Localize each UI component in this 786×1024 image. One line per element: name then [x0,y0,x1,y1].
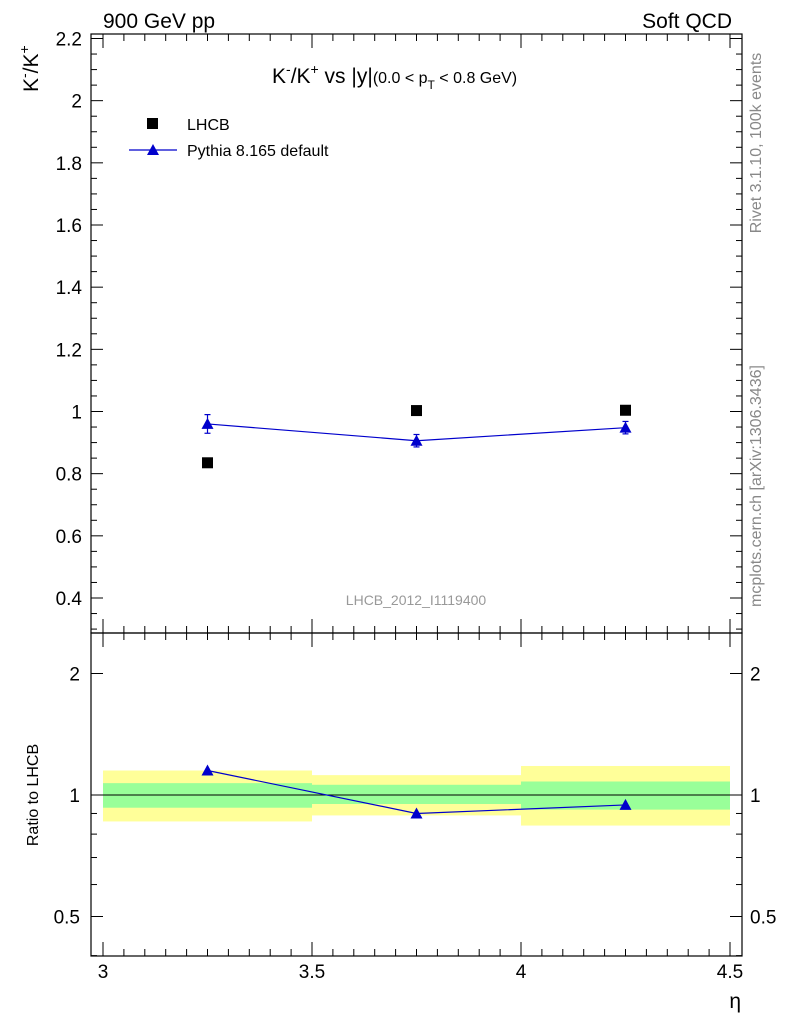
xtick-label: 3.5 [299,962,325,983]
legend-pythia-marker [147,144,159,155]
upper-ytick-label: 2 [71,92,82,113]
legend-lhcb-label: LHCB [187,117,230,134]
upper-marks [201,404,632,469]
upper-axes: 0.4 0.6 0.8 1 1.2 1.4 1.6 1.8 2 2.2 [56,30,743,634]
legend-pythia-label: Pythia 8.165 default [187,143,329,160]
lower-ylabel: Ratio to LHCB [25,744,42,846]
upper-ytick-label: 1.2 [56,340,82,361]
pythia-point [619,421,632,433]
lhcb-point [202,457,213,469]
ratio-point [410,807,423,819]
xtick-label: 4.5 [717,962,743,983]
lower-ytick-label-right: 2 [750,665,761,686]
upper-ytick-label: 1.4 [56,278,83,299]
lower-ytick-label-right: 0.5 [750,908,776,929]
lower-axes: 3 3.5 4 4.5 0.5 0.5 1 1 2 2 [54,632,776,983]
xtick-label: 4 [516,962,527,983]
upper-ytick-label: 1.6 [56,216,82,237]
xtick-label: 3 [98,962,109,983]
lhcb-point [411,405,422,417]
ratio-point [201,764,214,776]
pythia-point [410,434,423,446]
main-title: K-/K+ vs |y|(0.0 < pT < 0.8 GeV) [272,61,517,92]
header-left: 900 GeV pp [103,10,215,33]
watermark: LHCB_2012_I1119400 [346,592,487,608]
lower-ytick-label-left: 2 [69,665,80,686]
upper-ytick-label: 0.4 [56,589,83,610]
upper-ytick-label: 1.8 [56,154,82,175]
upper-ytick-label: 0.6 [56,527,82,548]
xlabel: η [729,990,741,1013]
legend: LHCB Pythia 8.165 default [129,117,329,160]
legend-lhcb-marker [147,118,158,129]
lower-marks [201,764,632,819]
pythia-point [201,417,214,429]
side-rivet: Rivet 3.1.10, 100k events [748,53,765,234]
header-right: Soft QCD [642,10,732,33]
ratio-point [619,798,632,810]
lower-ytick-label-right: 1 [750,786,761,807]
upper-ylabel: K-/K+ [16,45,43,92]
upper-ytick-label: 0.8 [56,465,82,486]
upper-ytick-label: 2.2 [56,30,82,51]
green-band-1 [312,784,521,804]
upper-ytick-label: 1 [71,403,82,424]
lower-ytick-label-left: 1 [69,786,80,807]
lower-ytick-label-left: 0.5 [54,908,80,929]
lhcb-point [620,404,631,416]
ratio-bands [103,765,730,826]
side-mcplots: mcplots.cern.ch [arXiv:1306.3436] [748,365,765,607]
